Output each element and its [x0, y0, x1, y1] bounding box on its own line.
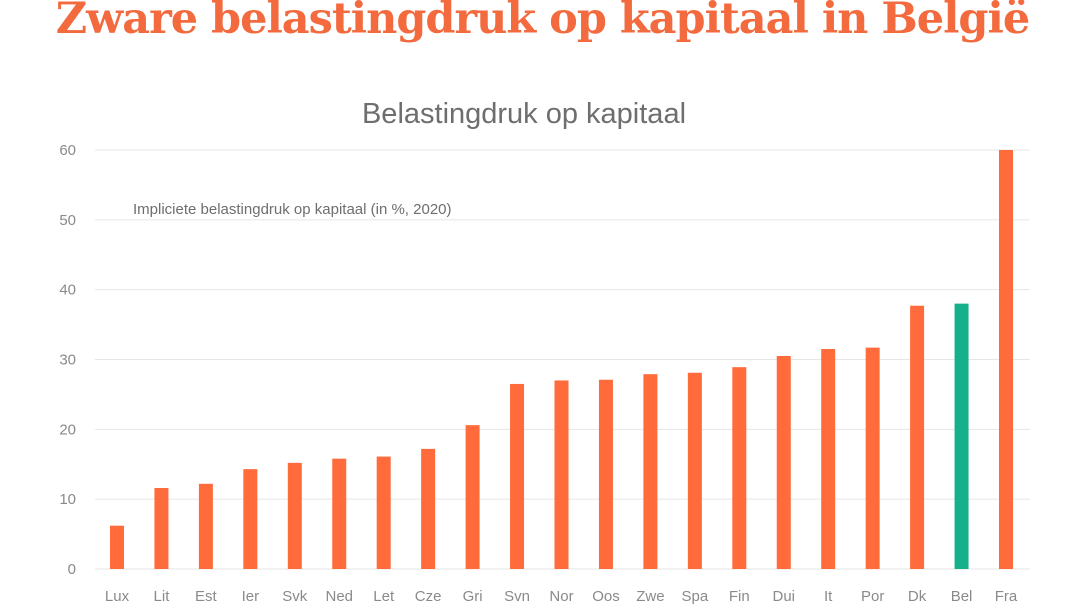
x-tick-label: It: [824, 588, 833, 605]
bar-bel: [954, 303, 969, 569]
bar-svn: [510, 383, 525, 569]
bar-cze: [421, 448, 436, 569]
x-tick-label: Bel: [951, 588, 973, 605]
x-tick-label: Let: [373, 588, 395, 605]
bar-oos: [598, 379, 613, 569]
x-tick-label: Svn: [504, 588, 530, 605]
x-tick-label: Ned: [325, 588, 353, 605]
x-tick-label: Dui: [772, 588, 795, 605]
bar-it: [821, 349, 836, 569]
y-tick-label: 50: [59, 212, 76, 229]
y-tick-label: 40: [59, 282, 76, 299]
x-tick-label: Fra: [995, 588, 1018, 605]
x-tick-label: Por: [861, 588, 884, 605]
bar-svk: [287, 462, 302, 569]
x-tick-label: Dk: [908, 588, 927, 605]
bar-dk: [910, 305, 925, 569]
headline: Zware belastingdruk op kapitaal in Belgi…: [55, 0, 1030, 44]
x-tick-label: Spa: [681, 588, 708, 605]
x-tick-label: Ier: [242, 588, 260, 605]
y-tick-label: 0: [68, 561, 76, 578]
bar-zwe: [643, 374, 658, 569]
bar-nor: [554, 380, 569, 569]
bar-fin: [732, 367, 747, 569]
bar-est: [198, 483, 213, 569]
x-tick-label: Zwe: [636, 588, 664, 605]
chart-annotation: Impliciete belastingdruk op kapitaal (in…: [133, 201, 452, 218]
y-tick-label: 20: [59, 421, 76, 438]
bar-dui: [776, 356, 791, 569]
y-axis-ticks: 0 10 20 30 40 50 60: [59, 142, 76, 578]
x-tick-label: Fin: [729, 588, 750, 605]
bars: [110, 150, 1013, 569]
x-tick-label: Lux: [105, 588, 130, 605]
chart-title: Belastingdruk op kapitaal: [362, 98, 686, 130]
bar-lux: [110, 525, 124, 569]
bar-fra: [999, 150, 1013, 569]
x-tick-label: Est: [195, 588, 218, 605]
x-axis-ticks: Lux Lit Est Ier Svk Ned Let Cze Gri Svn Nor Oos Zwe S…: [105, 588, 1018, 605]
x-tick-label: Svk: [282, 588, 308, 605]
x-tick-label: Lit: [154, 588, 171, 605]
y-tick-label: 60: [59, 142, 76, 159]
bar-spa: [687, 372, 702, 569]
bar-lit: [154, 487, 169, 569]
x-tick-label: Nor: [549, 588, 573, 605]
x-tick-label: Oos: [592, 588, 620, 605]
y-tick-label: 10: [59, 491, 76, 508]
x-tick-label: Gri: [463, 588, 483, 605]
y-tick-label: 30: [59, 352, 76, 369]
bar-gri: [465, 425, 480, 569]
x-tick-label: Cze: [415, 588, 442, 605]
bar-ned: [332, 458, 347, 569]
bar-por: [865, 347, 880, 569]
bar-let: [376, 456, 391, 569]
bar-ier: [243, 469, 258, 569]
